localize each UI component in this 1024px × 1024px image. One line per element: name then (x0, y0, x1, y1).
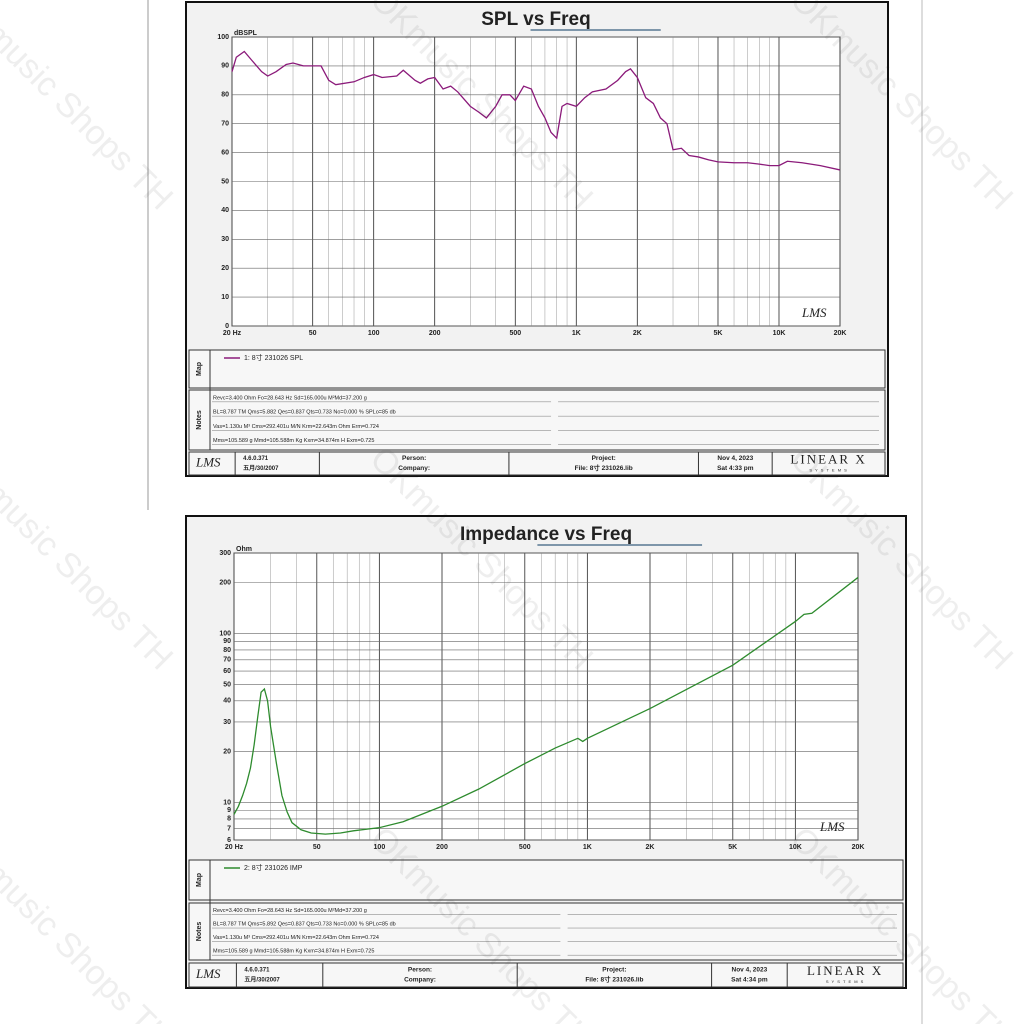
y-tick-label: 30 (223, 719, 231, 726)
y-tick-label: 50 (223, 681, 231, 688)
map-label: Map (196, 873, 203, 887)
notes-panel (188, 389, 886, 451)
y-tick-label: 9 (227, 807, 231, 814)
notes-label: Notes (196, 410, 203, 430)
x-tick-label: 50 (309, 330, 317, 337)
x-tick-label: 20 Hz (223, 330, 242, 337)
y-tick-label: 20 (223, 749, 231, 756)
footer-version: 4.6.0.371 (243, 456, 269, 462)
note-line: Revc=3.400 Ohm Fo=28.643 Hz Sd=165.000u … (213, 908, 367, 914)
y-axis-label: Ohm (236, 546, 252, 553)
y-tick-label: 80 (223, 647, 231, 654)
y-tick-label: 300 (219, 550, 231, 557)
footer-brand-sub: S Y S T E M S (809, 468, 848, 473)
x-tick-label: 100 (374, 844, 386, 851)
y-tick-label: 20 (221, 265, 229, 272)
x-tick-label: 200 (436, 844, 448, 851)
chart-title: SPL vs Freq (481, 9, 590, 30)
y-tick-label: 30 (221, 236, 229, 243)
y-tick-label: 90 (221, 63, 229, 70)
y-tick-label: 80 (221, 92, 229, 99)
data-line (233, 576, 859, 835)
x-tick-label: 20K (834, 330, 847, 337)
note-line: Mms=105.589 g Mmd=105.588m Kg Kxm=34.874… (213, 438, 374, 444)
x-tick-label: 2K (633, 330, 642, 337)
x-tick-label: 100 (368, 330, 380, 337)
footer-person: Person: (408, 967, 432, 974)
y-tick-label: 70 (223, 657, 231, 664)
footer-logo: LMS (195, 966, 221, 981)
y-tick-label: 100 (217, 34, 229, 41)
footer-company: Company: (398, 465, 430, 472)
y-tick-label: 8 (227, 816, 231, 823)
chart-title: Impedance vs Freq (460, 524, 632, 545)
footer-time: Sat 4:34 pm (731, 977, 768, 984)
footer-build-date: 五月/30/2007 (243, 464, 279, 472)
y-tick-label: 100 (219, 630, 231, 637)
y-tick-label: 40 (223, 698, 231, 705)
y-tick-label: 7 (227, 826, 231, 833)
x-tick-label: 500 (519, 844, 531, 851)
plot-logo: LMS (801, 305, 827, 320)
y-tick-label: 10 (221, 294, 229, 301)
y-tick-label: 0 (225, 323, 229, 330)
footer-logo: LMS (195, 454, 221, 469)
footer-file: File: 8寸 231026.lib (585, 975, 643, 984)
x-tick-label: 200 (429, 330, 441, 337)
x-tick-label: 500 (509, 330, 521, 337)
x-tick-label: 10K (789, 844, 802, 851)
x-tick-label: 20K (852, 844, 865, 851)
footer-panel (188, 962, 904, 988)
notes-label: Notes (196, 922, 203, 942)
y-tick-label: 50 (221, 178, 229, 185)
footer-panel (188, 451, 886, 476)
x-tick-label: 10K (773, 330, 786, 337)
map-label: Map (196, 362, 203, 376)
footer-brand: LINEAR X (790, 451, 866, 466)
y-tick-label: 6 (227, 837, 231, 844)
y-tick-label: 90 (223, 638, 231, 645)
data-line (231, 50, 841, 171)
x-tick-label: 2K (646, 844, 655, 851)
footer-brand-sub: S Y S T E M S (826, 979, 865, 984)
footer-version: 4.6.0.371 (244, 968, 270, 974)
legend-panel (188, 349, 886, 389)
y-tick-label: 40 (221, 207, 229, 214)
y-tick-label: 200 (219, 580, 231, 587)
footer-time: Sat 4:33 pm (717, 465, 754, 472)
footer-build-date: 五月/30/2007 (244, 976, 280, 984)
plot-logo: LMS (819, 819, 845, 834)
footer-brand: LINEAR X (807, 963, 883, 978)
x-tick-label: 50 (313, 844, 321, 851)
note-line: BL=8.787 TM Qms=5.882 Qes=0.837 Qts=0.73… (213, 410, 396, 416)
footer-person: Person: (402, 455, 426, 462)
note-line: Vas=1.130u M³ Cms=292.401u M/N Krm=22.64… (213, 424, 379, 430)
y-axis-label: dBSPL (234, 30, 258, 37)
x-tick-label: 1K (583, 844, 592, 851)
footer-date: Nov 4, 2023 (732, 967, 768, 974)
legend-label: 2: 8寸 231026 IMP (244, 863, 303, 872)
note-line: Mms=105.589 g Mmd=105.588m Kg Kxm=34.874… (213, 949, 374, 955)
footer-date: Nov 4, 2023 (717, 455, 753, 462)
legend-label: 1: 8寸 231026 SPL (244, 353, 303, 362)
x-tick-label: 5K (714, 330, 723, 337)
footer-file: File: 8寸 231026.lib (575, 463, 633, 472)
x-tick-label: 5K (728, 844, 737, 851)
y-tick-label: 10 (223, 799, 231, 806)
footer-company: Company: (404, 977, 436, 984)
y-tick-label: 70 (221, 121, 229, 128)
x-tick-label: 20 Hz (225, 844, 244, 851)
legend-panel (188, 859, 904, 901)
x-tick-label: 1K (572, 330, 581, 337)
notes-panel (188, 902, 904, 961)
plot-area (233, 552, 859, 841)
note-line: BL=8.787 TM Qms=5.892 Qes=0.837 Qts=0.73… (213, 921, 396, 927)
y-tick-label: 60 (221, 149, 229, 156)
y-tick-label: 60 (223, 668, 231, 675)
note-line: Revc=3.400 Ohm Fo=28.643 Hz Sd=165.000u … (213, 395, 367, 401)
footer-project: Project: (592, 455, 616, 462)
footer-project: Project: (602, 967, 626, 974)
note-line: Vas=1.130u M³ Cms=292.401u M/N Krm=22.64… (213, 935, 379, 941)
